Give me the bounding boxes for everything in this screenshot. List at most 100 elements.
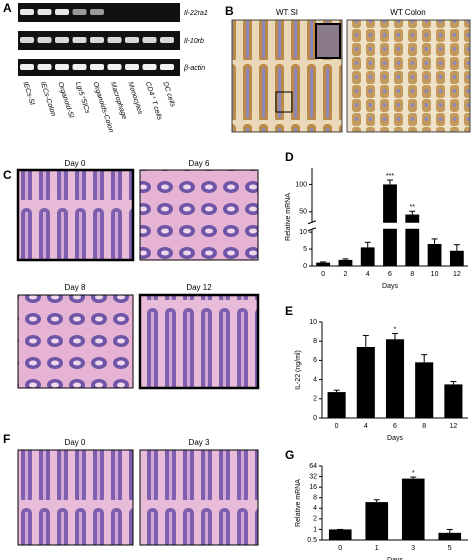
- significance: *: [394, 326, 397, 333]
- panel-label: A: [3, 1, 12, 15]
- gel-band: [107, 64, 122, 70]
- lane-label: Macrophage: [109, 81, 128, 120]
- y-tick-label: 100: [295, 181, 307, 188]
- lane-label: DC cells: [161, 81, 176, 108]
- x-axis-label: Days: [382, 283, 398, 290]
- gel-band: [90, 9, 104, 15]
- gel-band: [142, 37, 157, 43]
- panel-label: C: [3, 168, 12, 182]
- gel-band: [20, 64, 34, 70]
- bar: [385, 339, 405, 418]
- gene-label: β-actin: [183, 65, 205, 72]
- significance: ***: [386, 173, 394, 180]
- x-tick-label: 1: [375, 545, 379, 552]
- bar: [328, 529, 352, 540]
- axis-break-mark: [307, 220, 317, 225]
- gel-band: [37, 37, 52, 43]
- y-axis-label: Relative mRNA: [295, 479, 302, 527]
- bar: [365, 502, 389, 540]
- y-tick-label: 4: [313, 505, 317, 512]
- micrograph: [138, 293, 260, 390]
- y-tick-label: 50: [299, 209, 307, 216]
- image-label: WT Colon: [390, 8, 425, 17]
- gel-band: [90, 64, 104, 70]
- y-tick-label: 0.5: [307, 537, 317, 544]
- micrograph: [17, 294, 134, 389]
- gel-band: [55, 37, 69, 43]
- y-axis-label: IL-22 (ng/ml): [295, 350, 302, 390]
- gel-band: [72, 64, 87, 70]
- gel-band: [72, 9, 87, 15]
- gel-band: [37, 64, 52, 70]
- gel-band: [20, 9, 34, 15]
- panel-label: D: [285, 150, 294, 164]
- y-tick-label: 8: [313, 338, 317, 345]
- image-label: Day 3: [189, 438, 210, 447]
- x-tick-label: 8: [422, 423, 426, 430]
- image-label: Day 6: [189, 159, 210, 168]
- y-tick-label: 0: [313, 415, 317, 422]
- y-tick-label: 2: [313, 396, 317, 403]
- gel-band: [90, 37, 104, 43]
- y-tick-label: 0: [303, 263, 307, 270]
- y-tick-label: 64: [309, 463, 317, 470]
- lane-label: Organoid-SI: [56, 81, 74, 119]
- y-axis-label: Relative mRNA: [285, 193, 292, 241]
- y-tick-label: 1: [313, 526, 317, 533]
- y-tick-label: 8: [313, 495, 317, 502]
- image-label: Day 8: [65, 283, 86, 292]
- y-tick-label: 10: [309, 319, 317, 326]
- x-tick-label: 0: [321, 271, 325, 278]
- lane-label: Lgr5⁺SICs: [74, 81, 91, 115]
- gene-label: Il-10rb: [184, 38, 204, 45]
- gel-band: [37, 9, 52, 15]
- bar: [449, 250, 464, 266]
- bar: [316, 262, 331, 266]
- bar: [327, 392, 346, 418]
- bar: [415, 362, 434, 418]
- y-tick-label: 4: [313, 376, 317, 383]
- y-tick-label: 2: [313, 516, 317, 523]
- image-label: Day 0: [65, 159, 86, 168]
- axis-break: [308, 222, 468, 229]
- bar: [444, 384, 463, 418]
- x-tick-label: 6: [393, 423, 397, 430]
- bar: [338, 259, 353, 266]
- bar: [405, 214, 420, 266]
- significance: **: [410, 204, 416, 211]
- micrograph: [139, 449, 259, 546]
- gel-band: [125, 64, 139, 70]
- bar: [401, 478, 425, 540]
- x-tick-label: 0: [338, 545, 342, 552]
- gel-band: [160, 64, 174, 70]
- gel-band: [160, 37, 174, 43]
- panel-label: F: [3, 432, 10, 446]
- x-axis-label: Days: [387, 435, 403, 442]
- micrograph: [346, 19, 471, 133]
- lane-label: IECs-SI: [21, 81, 35, 106]
- gel-band: [125, 37, 139, 43]
- bar: [427, 243, 442, 266]
- x-tick-label: 6: [388, 271, 392, 278]
- x-tick-label: 0: [335, 423, 339, 430]
- panel-label: B: [225, 4, 234, 18]
- gel-band: [142, 64, 157, 70]
- gel-band: [72, 37, 87, 43]
- image-label: Day 12: [186, 283, 212, 292]
- bar: [360, 247, 375, 266]
- x-tick-label: 5: [448, 545, 452, 552]
- x-axis-label: Days: [387, 557, 403, 560]
- y-tick-label: 5: [303, 246, 307, 253]
- lane-label: IECs-Colon: [39, 81, 57, 117]
- panel-label: E: [285, 304, 293, 318]
- significance: *: [412, 470, 415, 477]
- image-label: WT SI: [276, 8, 298, 17]
- bar: [356, 346, 375, 418]
- micrograph: [17, 449, 134, 546]
- panel-label: G: [285, 448, 294, 462]
- y-tick-label: 10: [299, 229, 307, 236]
- x-tick-label: 12: [453, 271, 461, 278]
- lane-label: CD4⁺ T cells: [144, 81, 163, 122]
- x-tick-label: 4: [364, 423, 368, 430]
